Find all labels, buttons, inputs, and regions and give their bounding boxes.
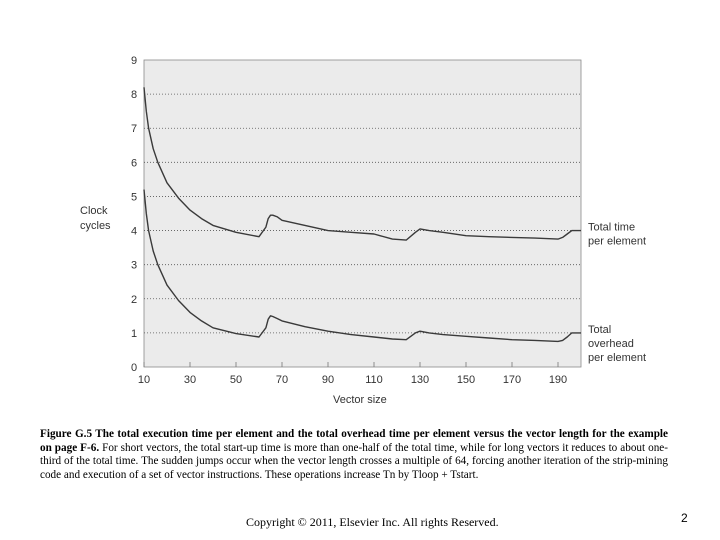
y-tick-label: 8 bbox=[131, 89, 137, 101]
x-tick-label: 50 bbox=[230, 374, 242, 386]
x-tick-label: 150 bbox=[457, 374, 475, 386]
chart: 0 1 2 3 4 5 6 7 8 9 10 30 50 70 90 110 130 150 170 190 Clo… bbox=[80, 55, 646, 406]
y-tick-label: 4 bbox=[131, 226, 137, 238]
series-label-2-line-1: Total bbox=[588, 324, 611, 336]
y-tick-label: 9 bbox=[131, 55, 137, 67]
page-number: 2 bbox=[681, 511, 688, 525]
gridlines bbox=[144, 93, 581, 334]
caption-text: For short vectors, the total start-up ti… bbox=[40, 441, 668, 481]
y-tick-label: 0 bbox=[131, 362, 137, 374]
x-tick-label: 70 bbox=[276, 374, 288, 386]
series-labels: Total time per element Total overhead per el… bbox=[588, 222, 646, 364]
y-tick-label: 1 bbox=[131, 328, 137, 340]
y-tick-label: 5 bbox=[131, 191, 137, 203]
plot-area bbox=[143, 59, 582, 368]
x-tick-label: 170 bbox=[503, 374, 521, 386]
x-tick-label: 90 bbox=[322, 374, 334, 386]
x-axis-ticks: 10 30 50 70 90 110 130 150 170 190 bbox=[138, 362, 567, 386]
series-label-2-line-2: overhead bbox=[588, 338, 634, 350]
y-tick-label: 3 bbox=[131, 260, 137, 272]
y-axis-ticks: 0 1 2 3 4 5 6 7 8 9 bbox=[131, 55, 137, 374]
x-tick-label: 110 bbox=[365, 374, 383, 386]
series-line-2 bbox=[143, 189, 581, 343]
x-tick-label: 10 bbox=[138, 374, 150, 386]
series-label-1-line-2: per element bbox=[588, 236, 646, 248]
copyright-footer: Copyright © 2011, Elsevier Inc. All righ… bbox=[246, 515, 499, 529]
series-label-2-line-3: per element bbox=[588, 352, 646, 364]
y-tick-label: 6 bbox=[131, 157, 137, 169]
series-label-1-line-1: Total time bbox=[588, 222, 635, 234]
y-tick-label: 2 bbox=[131, 294, 137, 306]
y-axis-label-line2: cycles bbox=[80, 220, 111, 232]
y-axis-label-line1: Clock bbox=[80, 205, 108, 217]
figure-caption: Figure G.5 The total execution time per … bbox=[40, 428, 668, 482]
y-tick-label: 7 bbox=[131, 123, 137, 135]
caption-bold: Figure G.5 The total execution time per … bbox=[40, 428, 668, 454]
x-tick-label: 190 bbox=[549, 374, 567, 386]
x-tick-label: 130 bbox=[411, 374, 429, 386]
x-axis-label: Vector size bbox=[333, 394, 387, 406]
series-line-1 bbox=[143, 87, 581, 241]
x-tick-label: 30 bbox=[184, 374, 196, 386]
series-lines bbox=[143, 87, 581, 343]
